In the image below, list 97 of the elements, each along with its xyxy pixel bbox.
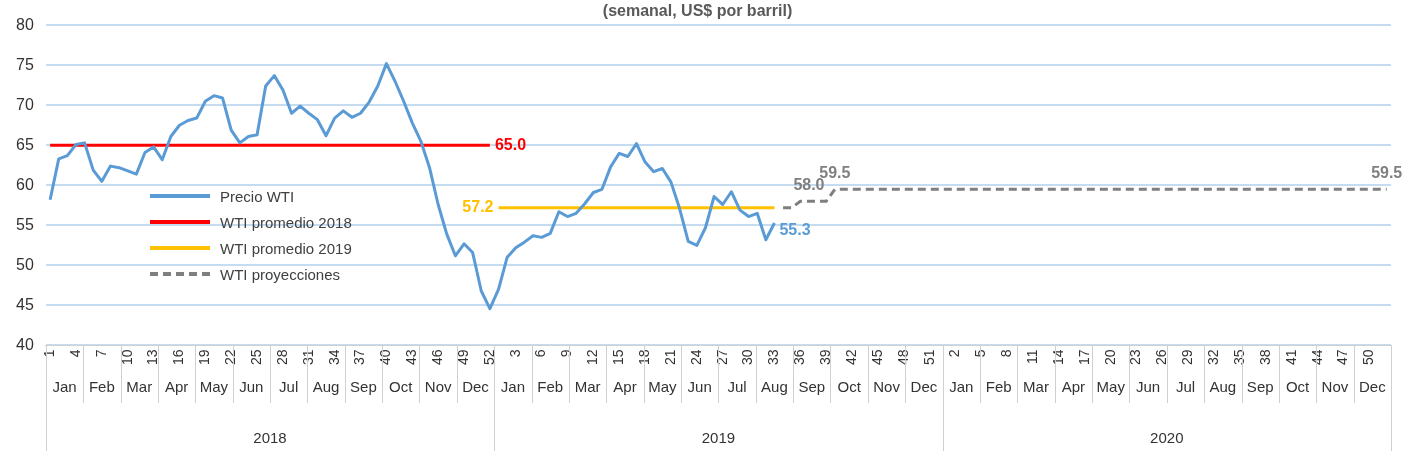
x-tick-label: 25 <box>247 349 264 366</box>
text: Feb <box>88 378 115 396</box>
text: Nov <box>1321 378 1349 396</box>
chart-title: (semanal, US$ por barril) <box>602 2 793 20</box>
x-tick-label: 3 <box>506 349 523 358</box>
y-tick-label: 60 <box>16 175 34 193</box>
x-tick-label: 38 <box>1256 349 1273 366</box>
text: Mar <box>574 378 601 396</box>
x-tick-label: 33 <box>765 349 782 366</box>
text: Jul <box>1175 378 1196 396</box>
data-label: 55.3 <box>779 221 811 239</box>
x-tick-label: 49 <box>454 349 471 366</box>
text: Nov <box>424 378 452 396</box>
x-tick-label: 2 <box>946 349 963 358</box>
x-tick-label: 28 <box>273 349 290 366</box>
text: Jun <box>239 378 264 396</box>
x-tick-label: 52 <box>480 349 497 366</box>
x-tick-label: 29 <box>1179 349 1196 366</box>
x-tick-label: 16 <box>170 349 187 366</box>
text: Oct <box>837 378 862 396</box>
y-tick-label: 45 <box>16 295 34 313</box>
text: Sep <box>350 378 377 396</box>
text: Nov <box>873 378 901 396</box>
text: Aug <box>1209 378 1237 396</box>
x-tick-label: 26 <box>1153 349 1170 366</box>
text: Feb <box>537 378 564 396</box>
text: Apr <box>613 378 637 396</box>
text: Sep <box>1246 378 1274 396</box>
x-tick-label: 8 <box>998 349 1015 358</box>
text: Jul <box>279 378 299 396</box>
x-tick-label: 12 <box>584 349 601 366</box>
x-tick-label: 11 <box>1024 349 1040 364</box>
text: Jun <box>1136 378 1161 396</box>
x-tick-label: 4 <box>66 349 83 358</box>
x-tick-label: 37 <box>351 349 368 366</box>
x-tick-label: 23 <box>1127 349 1144 366</box>
data-label: 59.5 <box>1371 163 1403 181</box>
x-tick-label: 51 <box>920 349 937 366</box>
text: 2018 <box>253 429 287 447</box>
text: Jan <box>52 378 77 396</box>
y-tick-label: 55 <box>16 215 34 233</box>
text: Mar <box>1023 378 1049 396</box>
x-tick-label: 46 <box>429 349 446 366</box>
text: Mar <box>126 378 153 396</box>
text: May <box>648 378 678 396</box>
x-tick-label: 39 <box>817 349 834 366</box>
text: Dec <box>910 378 938 396</box>
legend-label: WTI proyecciones <box>220 265 341 283</box>
x-tick-label: 32 <box>1205 349 1222 366</box>
text: Jul <box>727 378 747 396</box>
text: May <box>1096 378 1126 396</box>
text: Apr <box>164 378 189 396</box>
text: Jun <box>687 378 712 396</box>
x-tick-label: 45 <box>868 349 885 366</box>
x-tick-label: 34 <box>325 349 342 366</box>
x-tick-label: 21 <box>661 349 678 366</box>
text: Dec <box>1358 378 1387 396</box>
x-tick-label: 36 <box>791 349 808 366</box>
x-tick-label: 22 <box>222 349 239 366</box>
text: Aug <box>312 378 340 396</box>
legend-label: WTI promedio 2019 <box>220 239 352 257</box>
x-tick-label: 17 <box>1075 349 1092 366</box>
data-label: 65.0 <box>494 135 527 153</box>
x-tick-label: 47 <box>1334 349 1351 366</box>
x-tick-label: 10 <box>118 349 135 366</box>
x-tick-label: 43 <box>403 349 420 366</box>
legend-label: Precio WTI <box>220 187 295 205</box>
y-tick-label: 75 <box>16 55 34 73</box>
text: Aug <box>761 378 788 396</box>
x-tick-label: 42 <box>842 349 859 366</box>
x-tick-label: 30 <box>739 349 756 366</box>
text: Feb <box>985 378 1012 396</box>
x-tick-label: 50 <box>1360 349 1377 366</box>
y-tick-label: 65 <box>16 135 34 153</box>
x-tick-label: 41 <box>1282 349 1299 366</box>
x-tick-label: 24 <box>687 349 704 366</box>
text: Apr <box>1061 378 1086 396</box>
text: Jan <box>500 378 525 396</box>
text: Oct <box>1285 378 1311 396</box>
text: Jan <box>949 378 974 396</box>
data-label: 57.2 <box>462 198 494 216</box>
legend-label: WTI promedio 2018 <box>220 213 352 231</box>
x-tick-label: 19 <box>196 349 213 366</box>
text: 2019 <box>701 429 736 447</box>
text: Oct <box>389 378 414 396</box>
text: May <box>199 378 229 396</box>
y-tick-label: 70 <box>16 95 34 113</box>
x-tick-label: 13 <box>144 349 161 366</box>
x-tick-label: 6 <box>532 349 549 358</box>
x-tick-label: 15 <box>610 349 627 366</box>
x-tick-label: 7 <box>92 349 109 358</box>
y-tick-label: 80 <box>16 15 34 33</box>
text: 2020 <box>1150 429 1184 447</box>
text: Dec <box>462 378 490 396</box>
text: Sep <box>798 378 826 396</box>
x-tick-label: 20 <box>1101 349 1118 366</box>
y-tick-label: 50 <box>16 255 34 273</box>
